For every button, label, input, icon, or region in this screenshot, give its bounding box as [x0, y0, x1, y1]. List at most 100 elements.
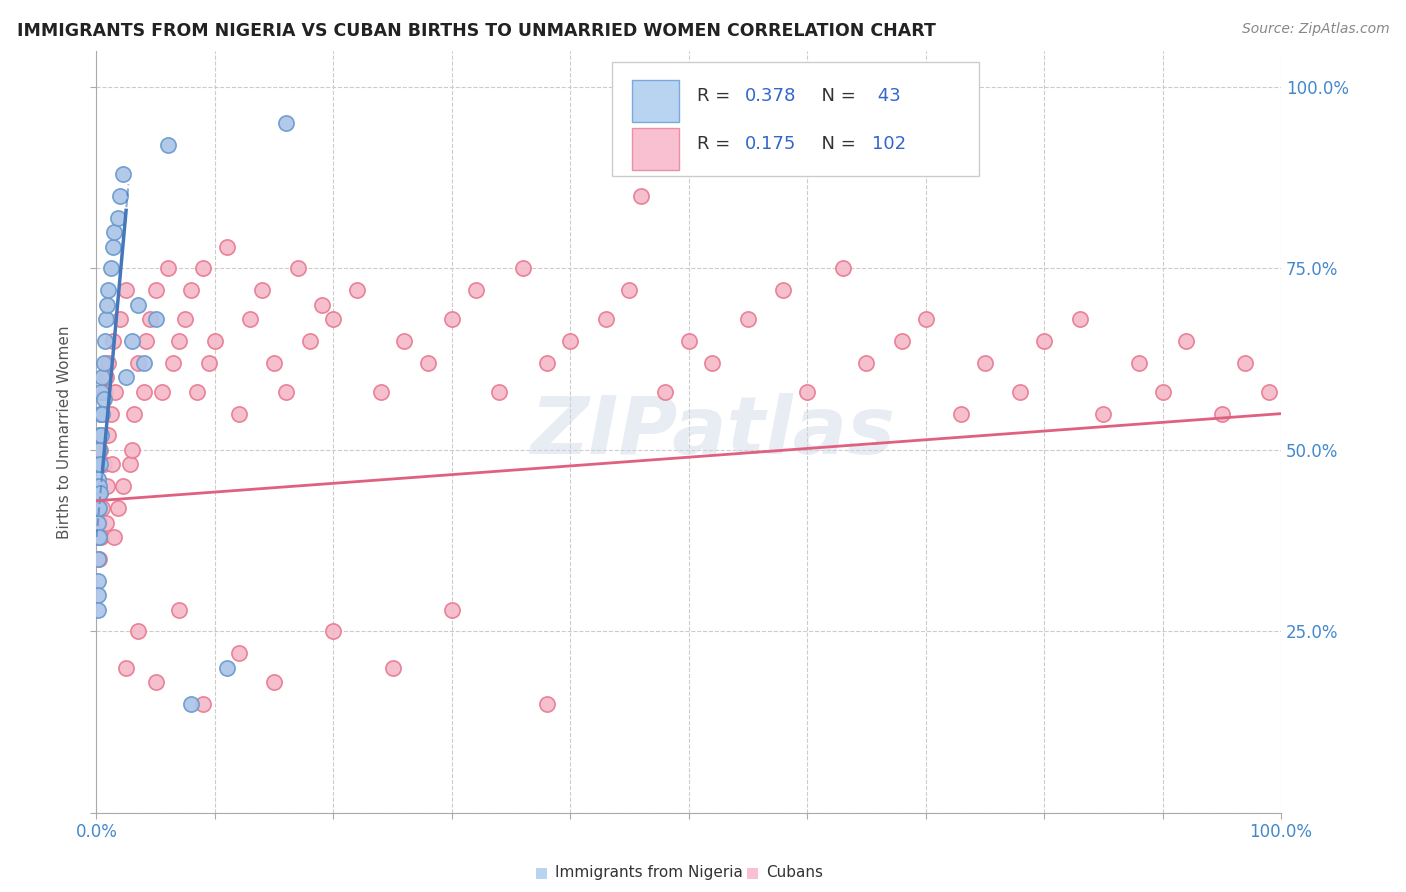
Point — [180, 283, 202, 297]
Point — [94, 334, 117, 348]
Text: R =: R = — [697, 87, 735, 105]
Point — [950, 407, 973, 421]
Point — [86, 486, 108, 500]
FancyBboxPatch shape — [612, 62, 979, 177]
Point — [169, 602, 191, 616]
Point — [86, 458, 108, 472]
Point — [87, 428, 110, 442]
Text: R =: R = — [697, 136, 735, 153]
Text: N =: N = — [810, 87, 860, 105]
Point — [115, 283, 138, 297]
Text: Immigrants from Nigeria: Immigrants from Nigeria — [555, 865, 744, 880]
Point — [150, 384, 173, 399]
Point — [91, 370, 114, 384]
Point — [228, 407, 250, 421]
Point — [191, 261, 214, 276]
Point — [156, 261, 179, 276]
Point — [228, 646, 250, 660]
Text: Source: ZipAtlas.com: Source: ZipAtlas.com — [1241, 22, 1389, 37]
Point — [198, 356, 221, 370]
Point — [145, 312, 167, 326]
Point — [1069, 312, 1091, 326]
Point — [145, 283, 167, 297]
Point — [86, 588, 108, 602]
Point — [115, 370, 138, 384]
Point — [90, 530, 112, 544]
Point — [322, 312, 344, 326]
Text: 102: 102 — [872, 136, 907, 153]
Point — [111, 167, 134, 181]
Point — [93, 356, 115, 370]
Text: ZIPatlas: ZIPatlas — [530, 392, 894, 471]
Point — [90, 428, 112, 442]
Point — [96, 479, 118, 493]
Point — [127, 624, 149, 639]
Point — [560, 334, 582, 348]
Text: 0.378: 0.378 — [744, 87, 796, 105]
Point — [381, 661, 404, 675]
Point — [90, 428, 112, 442]
Point — [89, 458, 111, 472]
Point — [145, 675, 167, 690]
Point — [1258, 384, 1281, 399]
Text: Cubans: Cubans — [766, 865, 824, 880]
Point — [311, 298, 333, 312]
Point — [204, 334, 226, 348]
FancyBboxPatch shape — [631, 128, 679, 169]
Point — [619, 283, 641, 297]
Point — [595, 312, 617, 326]
Point — [855, 356, 877, 370]
Point — [536, 697, 558, 711]
Point — [111, 479, 134, 493]
Point — [127, 356, 149, 370]
Point — [93, 458, 115, 472]
Point — [1092, 407, 1115, 421]
Point — [1128, 356, 1150, 370]
Point — [97, 283, 120, 297]
Point — [121, 334, 143, 348]
Point — [93, 392, 115, 406]
Point — [215, 240, 238, 254]
Point — [796, 384, 818, 399]
Point — [440, 602, 463, 616]
Point — [94, 516, 117, 530]
Text: 0.175: 0.175 — [744, 136, 796, 153]
Point — [115, 661, 138, 675]
Point — [139, 312, 162, 326]
Point — [488, 384, 510, 399]
Text: 43: 43 — [872, 87, 901, 105]
Point — [87, 479, 110, 493]
Point — [127, 298, 149, 312]
Point — [107, 501, 129, 516]
Point — [132, 356, 155, 370]
Point — [86, 551, 108, 566]
Point — [370, 384, 392, 399]
Point — [394, 334, 416, 348]
Point — [89, 442, 111, 457]
Point — [91, 501, 114, 516]
Y-axis label: Births to Unmarried Women: Births to Unmarried Women — [58, 325, 72, 539]
Point — [101, 334, 124, 348]
Point — [1033, 334, 1056, 348]
Point — [298, 334, 321, 348]
Point — [103, 225, 125, 239]
Point — [118, 458, 141, 472]
Point — [90, 384, 112, 399]
Point — [86, 516, 108, 530]
Point — [630, 189, 652, 203]
Point — [215, 661, 238, 675]
Point — [737, 312, 759, 326]
Point — [263, 356, 285, 370]
Point — [86, 501, 108, 516]
Point — [1211, 407, 1233, 421]
Point — [89, 407, 111, 421]
Point — [107, 211, 129, 225]
Point — [772, 283, 794, 297]
Point — [418, 356, 440, 370]
Point — [89, 486, 111, 500]
Point — [91, 407, 114, 421]
Point — [100, 407, 122, 421]
Point — [914, 312, 936, 326]
Point — [174, 312, 197, 326]
Point — [678, 334, 700, 348]
